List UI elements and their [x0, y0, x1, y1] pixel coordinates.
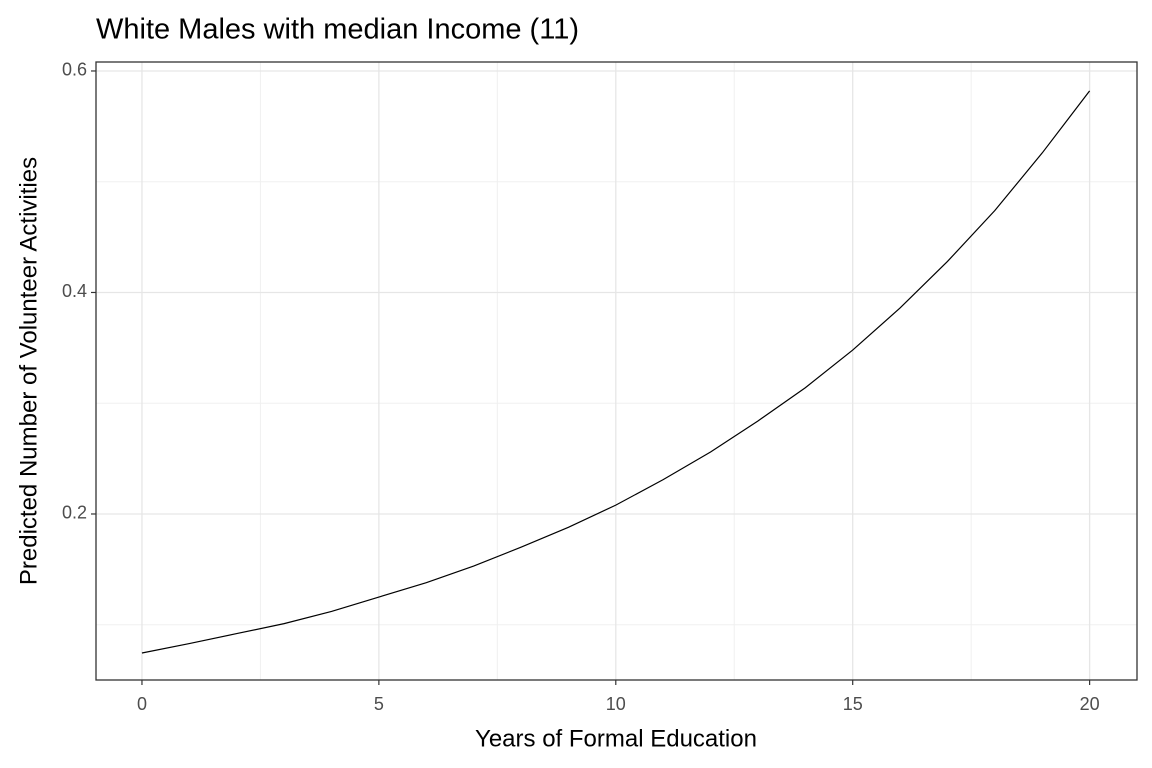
- x-tick-label: 10: [606, 694, 626, 714]
- x-tick-label: 0: [137, 694, 147, 714]
- y-tick-label: 0.4: [62, 281, 87, 301]
- x-tick-label: 20: [1080, 694, 1100, 714]
- y-axis-title: Predicted Number of Volunteer Activities: [15, 157, 42, 585]
- y-tick-label: 0.2: [62, 503, 87, 523]
- plot-background: [96, 62, 1137, 680]
- chart-title: White Males with median Income (11): [96, 14, 579, 46]
- x-tick-label: 5: [374, 694, 384, 714]
- line: [141, 90, 1091, 654]
- x-axis-title: Years of Formal Education: [475, 725, 757, 752]
- panel-border: [95, 61, 1138, 681]
- y-tick-label: 0.6: [62, 60, 87, 80]
- x-tick-label: 15: [843, 694, 863, 714]
